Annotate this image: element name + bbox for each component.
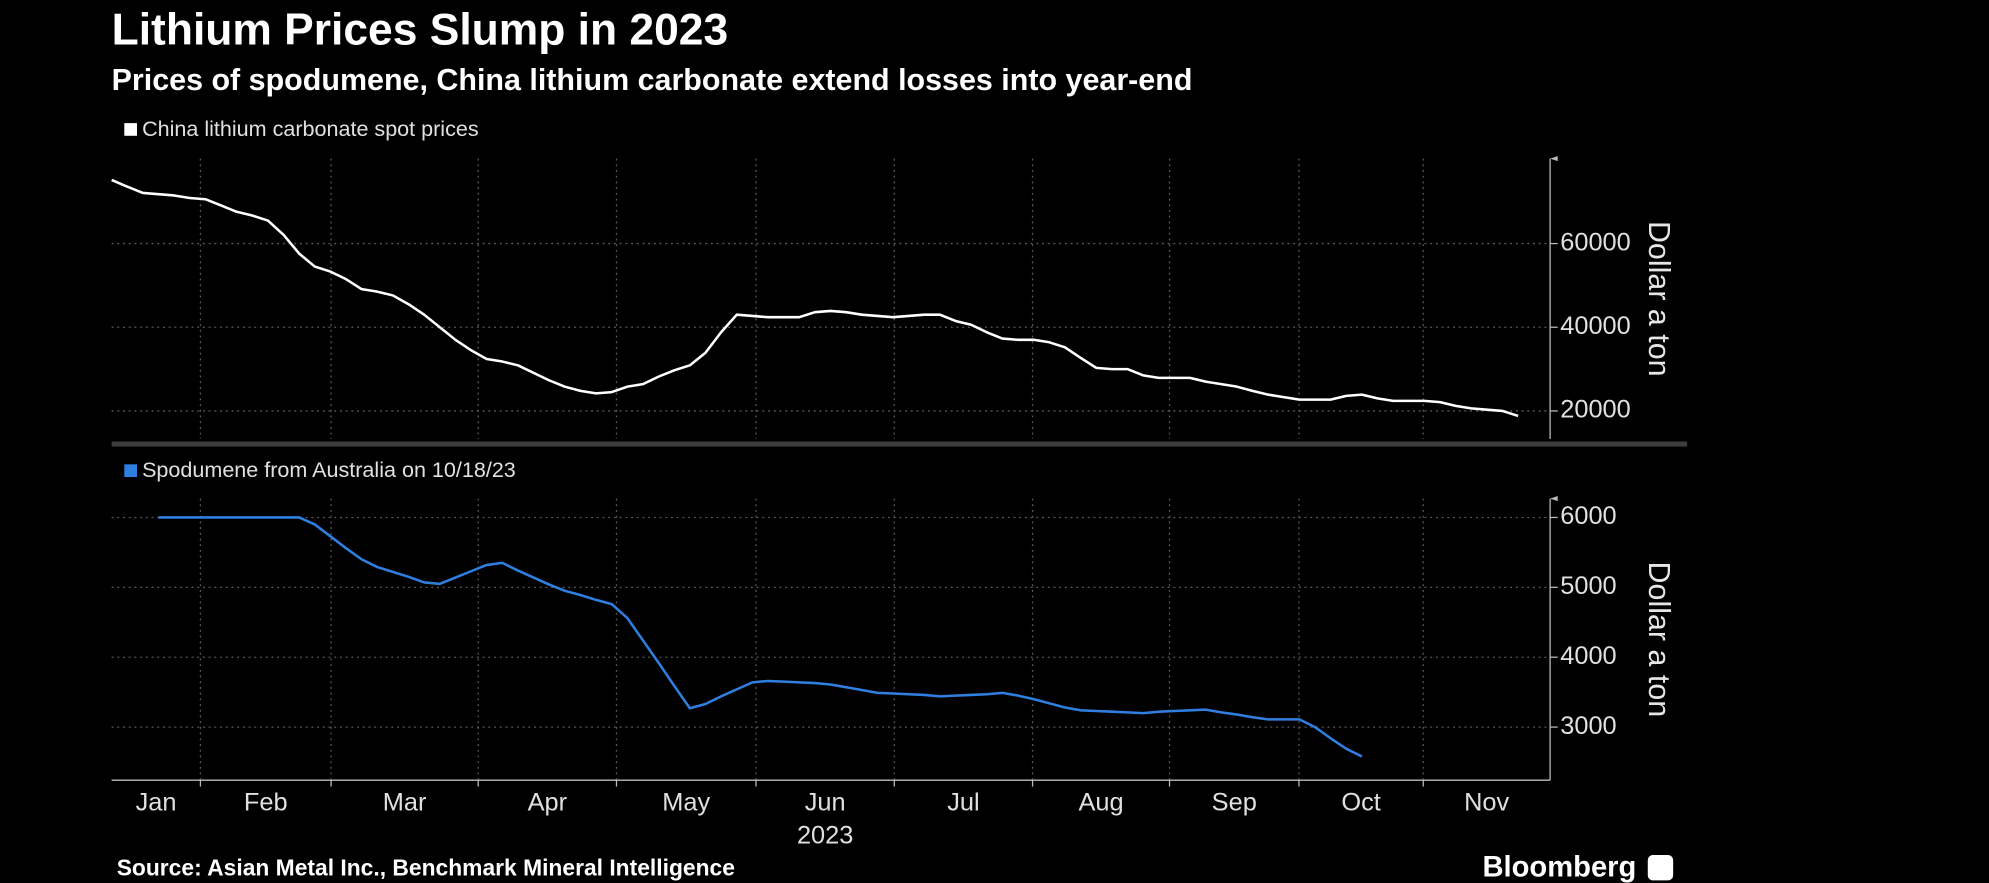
legend-swatch [124,123,137,136]
x-tick-label: Jul [947,789,979,817]
y-tick-label: 4000 [1560,642,1616,670]
y-tick-label: 20000 [1560,396,1631,424]
x-tick-label: Sep [1212,789,1257,817]
x-tick-label: Aug [1078,789,1123,817]
y-tick-label: 6000 [1560,502,1616,530]
x-tick-label: Jun [805,789,846,817]
x-tick-label: Oct [1341,789,1380,817]
plot-layer: 20000 40000 60000 Dollar a ton China lithium… [111,116,1676,850]
legend-swatch [124,464,137,478]
y-tick-label: 5000 [1560,572,1616,600]
chart-subtitle: Prices of spodumene, China lithium carbo… [112,63,1193,97]
y-axis-title: Dollar a ton [1642,221,1676,377]
x-tick-label: May [662,789,710,817]
legend-label: Spodumene from Australia on 10/18/23 [142,457,516,482]
chart-title: Lithium Prices Slump in 2023 [112,5,729,54]
x-tick-label: Jan [136,789,177,817]
panel-separator [111,441,1688,447]
legend-label: China lithium carbonate spot prices [142,116,479,141]
y-tick-label: 3000 [1560,712,1616,740]
y-tick-label: 40000 [1560,312,1631,340]
series-line [111,178,1519,418]
x-tick-label: Feb [244,789,288,817]
y-axis-arrow [1550,156,1558,162]
brand-icon [1647,855,1674,881]
x-tick-label: Apr [528,789,568,817]
brand: Bloomberg [1482,852,1636,883]
x-tick-label: Nov [1464,789,1509,817]
series-line [158,516,1363,758]
x-tick-label: Mar [383,789,427,817]
y-tick-label: 60000 [1560,228,1631,256]
source: Source: Asian Metal Inc., Benchmark Mine… [117,854,735,880]
x-axis-title: 2023 [797,822,853,850]
y-axis-arrow [1550,496,1558,502]
y-axis-title: Dollar a ton [1642,562,1676,718]
